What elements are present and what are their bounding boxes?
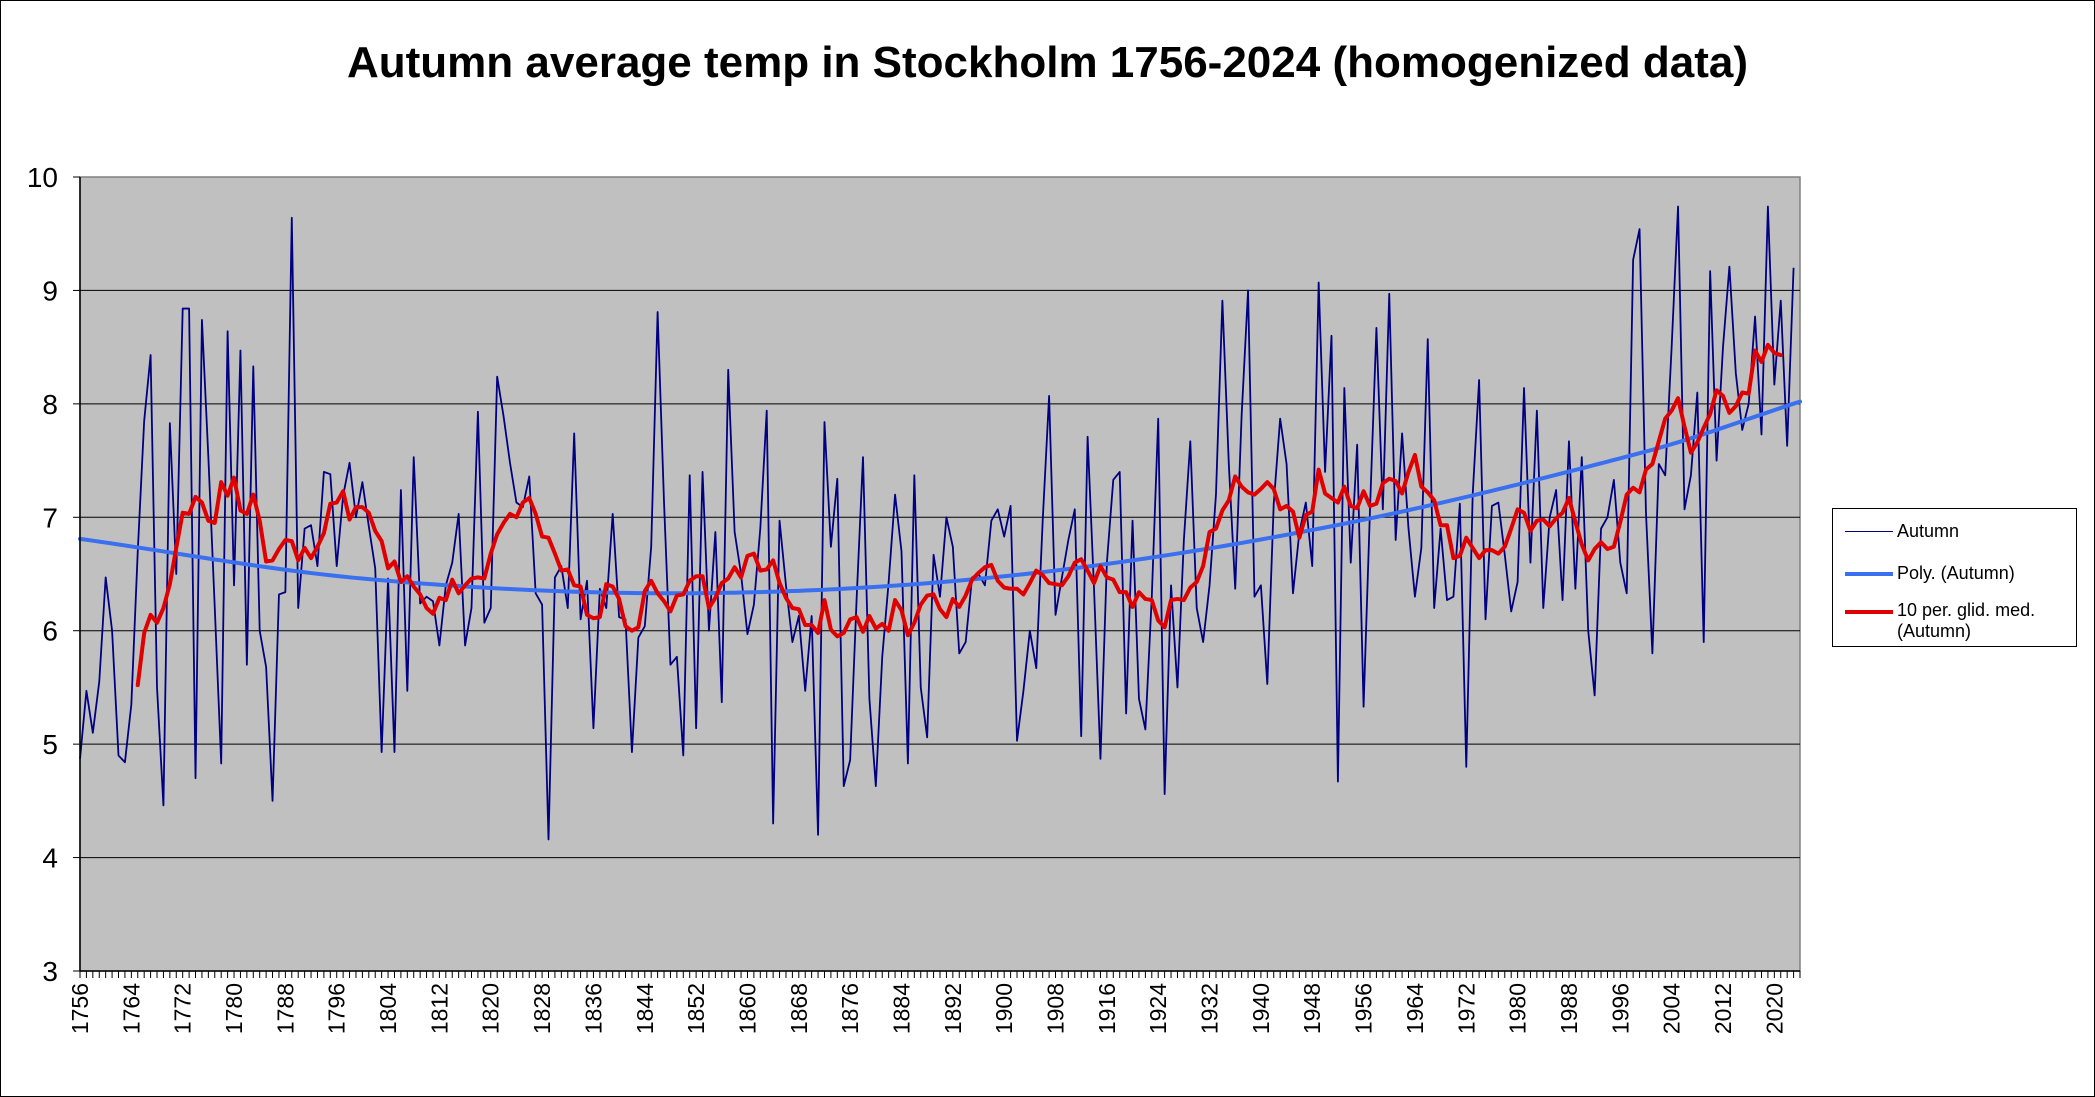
x-tick-label: 1948 <box>1299 983 1325 1034</box>
y-tick-label: 8 <box>42 389 58 420</box>
x-tick-label: 1988 <box>1556 983 1582 1034</box>
x-tick-label: 1996 <box>1607 983 1633 1034</box>
x-tick-label: 1868 <box>786 983 812 1034</box>
legend-label-autumn: Autumn <box>1897 521 1960 541</box>
y-tick-label: 9 <box>42 275 58 306</box>
x-tick-label: 1820 <box>478 983 504 1034</box>
legend-swatch-autumn <box>1845 531 1893 532</box>
chart-title: Autumn average temp in Stockholm 1756-20… <box>347 38 1748 87</box>
x-tick-label: 1908 <box>1043 983 1069 1034</box>
legend-swatch-poly <box>1845 572 1893 576</box>
x-tick-label: 1932 <box>1197 983 1223 1034</box>
x-tick-label: 1884 <box>888 983 914 1034</box>
y-tick-label: 5 <box>42 729 58 760</box>
x-tick-label: 1812 <box>426 983 452 1034</box>
x-tick-label: 1828 <box>529 983 555 1034</box>
y-tick-label: 3 <box>42 956 58 987</box>
legend-label-moving-average-line1: 10 per. glid. med. <box>1897 600 2036 620</box>
x-tick-label: 1860 <box>734 983 760 1034</box>
y-tick-label: 10 <box>27 162 58 193</box>
x-tick-label: 1892 <box>940 983 966 1034</box>
x-tick-label: 1796 <box>324 983 350 1034</box>
x-tick-label: 1836 <box>580 983 606 1034</box>
x-tick-label: 1844 <box>632 983 658 1034</box>
x-tick-label: 2020 <box>1761 983 1787 1034</box>
x-tick-label: 1764 <box>118 983 144 1034</box>
legend-item-moving-average: 10 per. glid. med. (Autumn) <box>1833 600 2076 644</box>
x-tick-label: 1900 <box>991 983 1017 1034</box>
x-tick-label: 1980 <box>1505 983 1531 1034</box>
x-tick-label: 1780 <box>221 983 247 1034</box>
y-tick-label: 6 <box>42 616 58 647</box>
x-tick-label: 1772 <box>170 983 196 1034</box>
y-tick-label: 7 <box>42 502 58 533</box>
x-tick-label: 1972 <box>1453 983 1479 1034</box>
legend-label-poly: Poly. (Autumn) <box>1897 563 2015 583</box>
x-tick-label: 1956 <box>1351 983 1377 1034</box>
x-tick-label: 1756 <box>67 983 93 1034</box>
x-tick-label: 2004 <box>1659 983 1685 1034</box>
x-tick-label: 1876 <box>837 983 863 1034</box>
legend-item-autumn: Autumn <box>1833 521 2076 545</box>
series-autumn-line <box>79 205 1795 841</box>
series-moving-average-line <box>135 342 1783 688</box>
axes: 3 4 5 6 7 8 9 10 1756 1764 1772 1780 1788 1796 1804 181… <box>27 162 1801 1034</box>
x-tick-label: 1924 <box>1145 983 1171 1034</box>
x-tick-label: 1964 <box>1402 983 1428 1034</box>
y-tick-label: 4 <box>42 843 58 874</box>
series-poly-trend-line <box>78 399 1802 596</box>
legend-swatch-moving-average <box>1845 610 1893 614</box>
series-layer <box>78 205 1802 841</box>
x-tick-label: 2012 <box>1710 983 1736 1034</box>
x-tick-label: 1852 <box>683 983 709 1034</box>
plot-area <box>79 176 1801 972</box>
x-tick-label: 1788 <box>272 983 298 1034</box>
legend: Autumn Poly. (Autumn) 10 per. glid. med.… <box>1832 508 2077 647</box>
x-tick-label: 1916 <box>1094 983 1120 1034</box>
legend-label-moving-average-line2: (Autumn) <box>1897 621 1972 641</box>
x-tick-label: 1940 <box>1248 983 1274 1034</box>
x-tick-label: 1804 <box>375 983 401 1034</box>
legend-item-poly: Poly. (Autumn) <box>1833 563 2076 587</box>
